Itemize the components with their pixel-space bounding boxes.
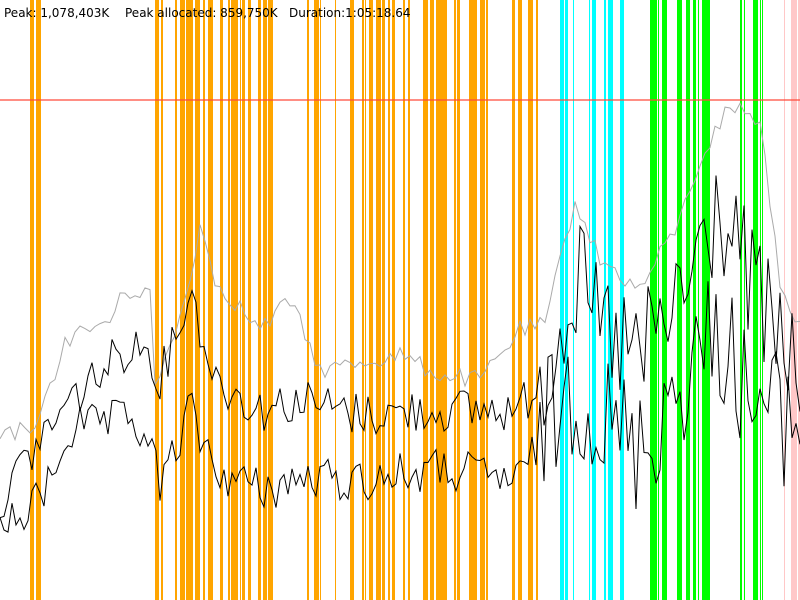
event-stripe xyxy=(369,0,373,600)
event-stripe xyxy=(518,0,522,600)
event-stripe xyxy=(314,0,319,600)
event-stripe xyxy=(562,0,564,600)
event-stripe xyxy=(258,0,261,600)
event-stripe xyxy=(248,0,251,600)
event-stripe xyxy=(175,0,177,600)
event-stripe xyxy=(469,0,474,600)
event-stripe xyxy=(592,0,596,600)
peak-label: Peak: 1,078,403K xyxy=(4,6,110,20)
event-stripe xyxy=(403,0,405,600)
event-stripe xyxy=(755,0,758,600)
event-stripe xyxy=(702,0,705,600)
event-stripe xyxy=(662,0,667,600)
event-stripe xyxy=(686,0,690,600)
event-stripe xyxy=(268,0,273,600)
event-stripe xyxy=(512,0,515,600)
event-stripe xyxy=(436,0,440,600)
event-stripe xyxy=(423,0,428,600)
event-stripe xyxy=(454,0,456,600)
event-stripe xyxy=(608,0,613,600)
event-stripe xyxy=(658,0,659,600)
event-stripe xyxy=(203,0,205,600)
event-stripe xyxy=(220,0,223,600)
event-stripe xyxy=(231,0,236,600)
event-stripe xyxy=(180,0,185,600)
event-stripe xyxy=(430,0,434,600)
event-stripe xyxy=(474,0,477,600)
event-stripe xyxy=(744,0,745,600)
event-stripe xyxy=(30,0,34,600)
duration-label: Duration:1:05:18.64 xyxy=(289,6,411,20)
event-stripe xyxy=(457,0,460,600)
event-stripe xyxy=(620,0,624,600)
event-stripe xyxy=(698,0,699,600)
event-stripe xyxy=(408,0,410,600)
event-stripe xyxy=(791,0,793,600)
event-stripe xyxy=(589,0,590,600)
event-stripe xyxy=(362,0,364,600)
event-stripe xyxy=(652,0,657,600)
event-stripe xyxy=(228,0,230,600)
event-stripe xyxy=(388,0,390,600)
event-stripe xyxy=(335,0,336,600)
event-stripe xyxy=(161,0,163,600)
event-stripe xyxy=(793,0,797,600)
event-stripe xyxy=(444,0,447,600)
event-stripe xyxy=(236,0,238,600)
event-stripe xyxy=(240,0,241,600)
event-stripe xyxy=(528,0,533,600)
event-stripe xyxy=(677,0,682,600)
event-stripe xyxy=(693,0,696,600)
event-stripe xyxy=(350,0,354,600)
event-stripe xyxy=(382,0,385,600)
used-line xyxy=(0,281,800,533)
event-stripe xyxy=(376,0,381,600)
event-stripe xyxy=(486,0,488,600)
event-stripe xyxy=(565,0,568,600)
event-stripe xyxy=(36,0,41,600)
event-stripe xyxy=(760,0,761,600)
reserved-line xyxy=(0,102,800,442)
peak-allocated-label: Peak allocated: 859,750K xyxy=(125,6,279,20)
event-stripe xyxy=(784,0,785,600)
event-stripe xyxy=(320,0,321,600)
event-stripes xyxy=(30,0,800,600)
event-stripe xyxy=(195,0,200,600)
event-stripe xyxy=(480,0,485,600)
event-stripe xyxy=(365,0,366,600)
event-stripe xyxy=(560,0,562,600)
event-stripe xyxy=(394,0,395,600)
event-stripe xyxy=(753,0,755,600)
event-stripe xyxy=(573,0,574,600)
event-stripe xyxy=(155,0,159,600)
event-stripe xyxy=(536,0,538,600)
event-stripe xyxy=(604,0,606,600)
event-stripe xyxy=(740,0,742,600)
event-stripe xyxy=(440,0,444,600)
event-stripe xyxy=(242,0,245,600)
event-stripe xyxy=(798,0,800,600)
event-stripe xyxy=(263,0,267,600)
event-stripe xyxy=(307,0,309,600)
event-stripe xyxy=(392,0,394,600)
allocated-line xyxy=(0,175,800,519)
event-stripe xyxy=(208,0,213,600)
event-stripe xyxy=(762,0,763,600)
event-stripe xyxy=(191,0,193,600)
